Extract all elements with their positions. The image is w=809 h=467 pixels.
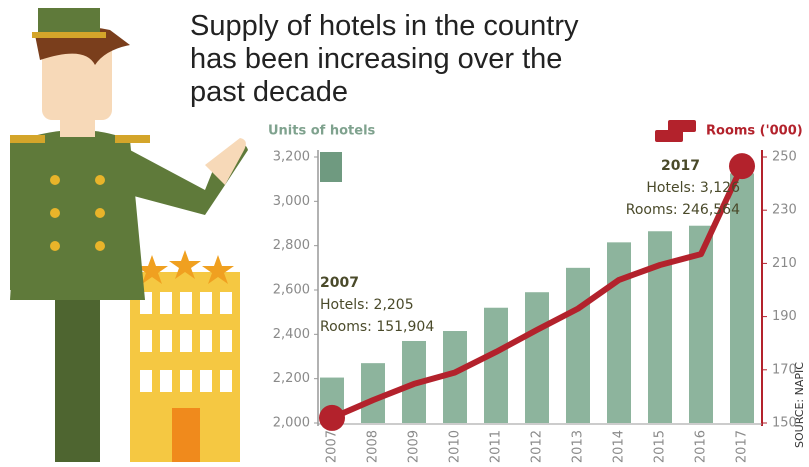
y-tick-label: 2,800 (273, 238, 310, 253)
chart-title: Supply of hotels in the country has been… (190, 10, 579, 108)
annotation-title: 2007 (320, 275, 359, 291)
x-tick-label: 2016 (694, 430, 709, 463)
y2-tick-label: 210 (772, 256, 797, 271)
annotation-text: Rooms: 151,904 (320, 319, 434, 335)
y2-tick-label: 230 (772, 203, 797, 218)
x-tick-label: 2008 (366, 430, 381, 463)
y-tick-label: 3,200 (273, 150, 310, 165)
y-axis-title: Units of hotels (268, 124, 376, 139)
x-tick-label: 2013 (571, 430, 586, 463)
y-tick-label: 3,000 (273, 194, 310, 209)
y2-tick-label: 250 (772, 150, 797, 165)
x-tick-label: 2015 (653, 430, 668, 463)
hotel-icon (320, 152, 342, 182)
y2-tick-label: 150 (772, 416, 797, 431)
source: SOURCE: NAPIC (793, 362, 806, 448)
x-tick-label: 2011 (489, 430, 504, 463)
line (330, 164, 745, 421)
illustration (10, 8, 248, 462)
y-tick-label: 2,000 (273, 416, 310, 431)
y2-tick-label: 190 (772, 309, 797, 324)
bar (566, 267, 590, 423)
bar (607, 242, 631, 423)
end-point (729, 153, 755, 180)
y2-axis-title: Rooms ('000) (706, 124, 803, 139)
x-tick-label: 2012 (530, 430, 545, 463)
annotation-text: Hotels: 3,126 (646, 180, 740, 196)
y-tick-label: 2,200 (273, 371, 310, 386)
annotation-text: Rooms: 246,564 (626, 202, 740, 218)
end-point (319, 404, 345, 431)
bar (361, 363, 385, 423)
x-tick-label: 2010 (448, 430, 463, 463)
y2-tick-label: 170 (772, 362, 797, 377)
bar (525, 292, 549, 423)
bar (730, 173, 754, 423)
y-tick-label: 2,600 (273, 283, 310, 298)
x-tick-label: 2007 (325, 430, 340, 463)
y-tick-label: 2,400 (273, 327, 310, 342)
bar (484, 307, 508, 423)
x-tick-label: 2009 (407, 430, 422, 463)
annotation-text: Hotels: 2,205 (320, 297, 414, 313)
rooms-icon (655, 120, 696, 142)
annotation-title: 2017 (661, 158, 700, 174)
x-tick-label: 2017 (735, 430, 750, 463)
x-tick-label: 2014 (612, 430, 627, 463)
